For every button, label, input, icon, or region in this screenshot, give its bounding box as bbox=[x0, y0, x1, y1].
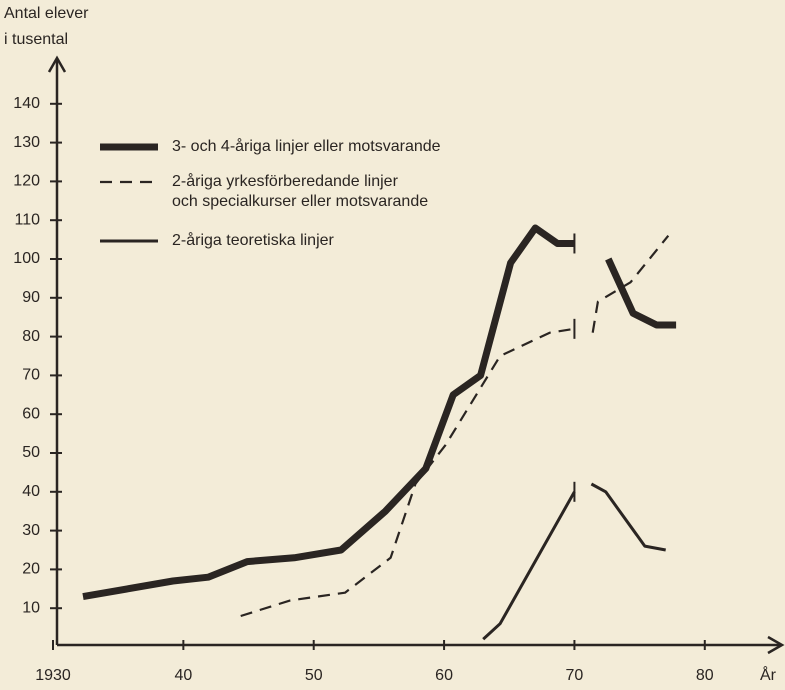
y-tick-label: 140 bbox=[13, 95, 40, 112]
x-tick-label: 80 bbox=[696, 667, 714, 684]
x-axis-arrow bbox=[767, 635, 785, 655]
y-tick-label: 20 bbox=[22, 561, 40, 578]
x-tick-label: 70 bbox=[566, 667, 584, 684]
y-tick-label: 50 bbox=[22, 444, 40, 461]
x-tick-label: 1930 bbox=[35, 667, 71, 684]
y-tick-label: 100 bbox=[13, 250, 40, 267]
y-tick-label: 40 bbox=[22, 483, 40, 500]
legend-label: 2-åriga teoretiska linjer bbox=[172, 232, 334, 249]
y-tick-label: 120 bbox=[13, 173, 40, 190]
legend-label: 2-åriga yrkesförberedande linjer och spe… bbox=[172, 173, 429, 210]
y-axis-label: i tusental bbox=[4, 31, 68, 48]
y-tick-label: 130 bbox=[13, 134, 40, 151]
y-tick-label: 60 bbox=[22, 405, 40, 422]
y-tick-label: 70 bbox=[22, 367, 40, 384]
x-tick-label: 40 bbox=[174, 667, 192, 684]
x-axis-label: År bbox=[760, 665, 777, 684]
y-tick-label: 90 bbox=[22, 289, 40, 306]
y-tick-label: 80 bbox=[22, 328, 40, 345]
y-tick-label: 10 bbox=[22, 599, 40, 616]
y-tick-label: 30 bbox=[22, 522, 40, 539]
series-line bbox=[240, 235, 670, 618]
x-tick-label: 60 bbox=[435, 667, 453, 684]
y-axis-arrow bbox=[47, 55, 67, 73]
series-line bbox=[82, 224, 677, 601]
y-axis-label: Antal elever bbox=[4, 5, 89, 22]
y-tick-label: 110 bbox=[14, 211, 40, 228]
series-line bbox=[482, 482, 666, 641]
x-tick-label: 50 bbox=[305, 667, 323, 684]
legend-label: 3- och 4-åriga linjer eller motsvarande bbox=[172, 138, 441, 155]
